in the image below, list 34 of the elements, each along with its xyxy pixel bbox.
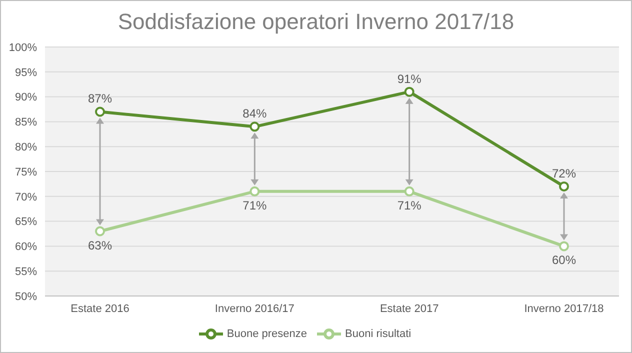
y-tick-label: 60% xyxy=(14,241,38,254)
legend-label: Buoni risultati xyxy=(345,328,412,340)
point xyxy=(95,226,105,236)
point xyxy=(95,106,105,117)
chart-title: Soddisfazione operatori Inverno 2017/18 xyxy=(116,9,516,36)
y-tick-label: 75% xyxy=(14,166,38,178)
legend-label: Buone presenze xyxy=(226,328,308,340)
y-tick-label: 70% xyxy=(14,191,38,204)
point xyxy=(250,186,260,196)
data-label: 91% xyxy=(397,72,422,86)
data-label: 60% xyxy=(552,253,576,268)
y-tick-label: 85% xyxy=(14,116,38,129)
x-tick-label: Estate 2016 xyxy=(70,302,130,315)
data-label: 84% xyxy=(242,106,267,121)
point xyxy=(250,122,260,132)
data-label: 87% xyxy=(88,92,112,106)
point xyxy=(559,181,569,192)
data-label: 71% xyxy=(397,198,422,212)
x-tick-label: Inverno 2016/17 xyxy=(214,302,294,315)
y-tick-label: 100% xyxy=(8,42,38,54)
data-label: 72% xyxy=(552,166,576,180)
y-tick-label: 95% xyxy=(14,66,38,79)
point xyxy=(404,186,414,196)
y-tick-label: 80% xyxy=(14,142,38,154)
y-tick-label: 50% xyxy=(14,290,38,303)
y-tick-label: 55% xyxy=(14,266,38,278)
y-tick-label: 65% xyxy=(14,216,38,228)
point xyxy=(559,241,569,252)
data-label: 63% xyxy=(88,238,112,252)
point xyxy=(404,86,414,97)
x-tick-label: Inverno 2017/18 xyxy=(524,302,604,315)
x-tick-label: Estate 2017 xyxy=(380,302,439,315)
y-tick-label: 90% xyxy=(14,92,38,104)
data-label: 71% xyxy=(242,198,267,212)
